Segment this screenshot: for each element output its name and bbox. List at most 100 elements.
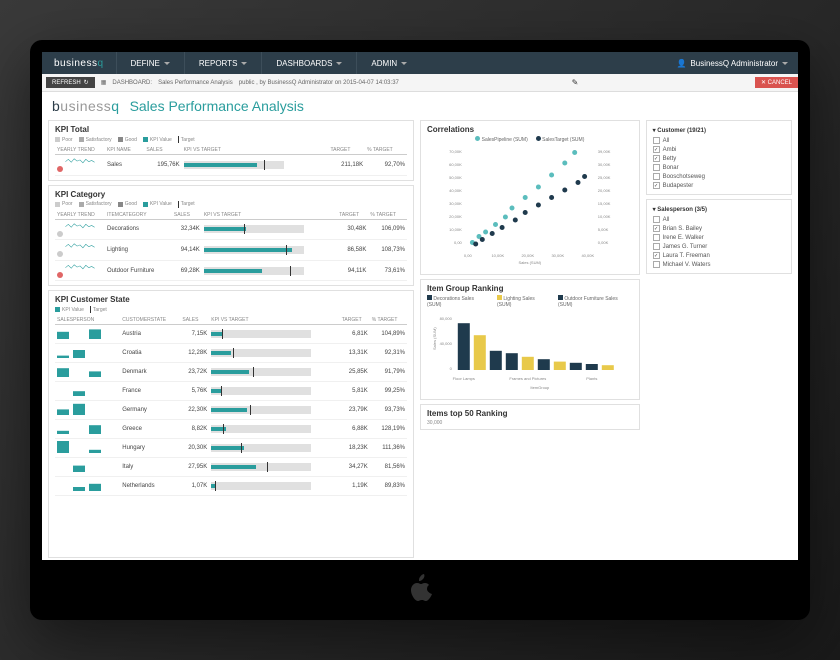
- apple-logo-icon: [408, 574, 432, 602]
- svg-text:30,00K: 30,00K: [449, 201, 462, 206]
- checkbox-icon[interactable]: [653, 261, 660, 268]
- bar-chart[interactable]: 80,00040,0000Sales (SUM)Floor LampsFrame…: [427, 310, 633, 390]
- nav-admin[interactable]: ADMIN: [356, 52, 421, 74]
- checkbox-icon[interactable]: [653, 182, 660, 189]
- filter-title[interactable]: ▾ Customer (19/21): [653, 127, 785, 134]
- top-navbar: businessq DEFINE REPORTS DASHBOARDS ADMI…: [42, 52, 798, 74]
- cancel-button[interactable]: ✕ CANCEL: [755, 77, 798, 88]
- svg-text:0,00K: 0,00K: [598, 240, 609, 245]
- chevron-down-icon: [241, 62, 247, 65]
- svg-text:60,00K: 60,00K: [449, 162, 462, 167]
- chevron-down-icon: [336, 62, 342, 65]
- breadcrumb-name: Sales Performance Analysis: [158, 80, 233, 86]
- nav-reports[interactable]: REPORTS: [184, 52, 262, 74]
- user-label: BusinessQ Administrator: [690, 59, 778, 68]
- table-row[interactable]: France5,76K5,81K99,25%: [55, 382, 407, 401]
- panel-filter-customer: ▾ Customer (19/21) AllAmbiBettyBonarBoos…: [646, 120, 792, 195]
- filter-item[interactable]: Michael V. Waters: [653, 260, 785, 269]
- breadcrumb-meta: public , by BusinessQ Administrator on 2…: [239, 80, 399, 86]
- panel-correlations: Correlations SalesPipeline (SUM) SalesTa…: [420, 120, 640, 275]
- svg-text:ItemGroup: ItemGroup: [530, 385, 550, 390]
- panel-title: KPI Category: [55, 190, 407, 199]
- table-row[interactable]: Austria7,15K6,81K104,89%: [55, 325, 407, 344]
- svg-text:80,000: 80,000: [440, 316, 453, 321]
- filter-item[interactable]: All: [653, 136, 785, 145]
- nav-dashboards[interactable]: DASHBOARDS: [261, 52, 356, 74]
- scatter-chart[interactable]: 70,00K 60,00K 50,00K 40,00K 30,00K 20,00K 10,0…: [427, 145, 633, 265]
- svg-text:15,00K: 15,00K: [598, 201, 611, 206]
- title-row: businessq Sales Performance Analysis: [42, 92, 798, 120]
- checkbox-icon[interactable]: [653, 243, 660, 250]
- legend: SalesPipeline (SUM) SalesTarget (SUM): [427, 136, 633, 143]
- filter-item[interactable]: Budapester: [653, 181, 785, 190]
- svg-text:25,00K: 25,00K: [598, 175, 611, 180]
- svg-text:30,00K: 30,00K: [551, 253, 564, 258]
- panel-title: Items top 50 Ranking: [427, 409, 633, 418]
- table-row[interactable]: Hungary20,30K18,23K111,36%: [55, 439, 407, 458]
- svg-text:0,00: 0,00: [454, 240, 463, 245]
- svg-text:Frames and Pictures: Frames and Pictures: [509, 376, 546, 381]
- svg-text:Sales (SUM): Sales (SUM): [518, 260, 541, 265]
- filter-item[interactable]: Booschotseweg: [653, 172, 785, 181]
- filter-item[interactable]: All: [653, 215, 785, 224]
- app-logo: businessq: [42, 58, 116, 69]
- filter-item[interactable]: Irene E. Walker: [653, 233, 785, 242]
- svg-text:5,00K: 5,00K: [598, 227, 609, 232]
- legend: Decorations Sales (SUM) Lighting Sales (…: [427, 295, 633, 308]
- svg-text:40,00K: 40,00K: [581, 253, 594, 258]
- kpi-category-table: YEARLY TRENDITEMCATEGORYSALESKPI VS TARG…: [55, 211, 407, 282]
- filter-item[interactable]: Betty: [653, 154, 785, 163]
- kpi-customer-table: SALESPERSONCUSTOMERSTATESALESKPI VS TARG…: [55, 316, 407, 496]
- checkbox-icon[interactable]: [653, 173, 660, 180]
- nav-define[interactable]: DEFINE: [116, 52, 184, 74]
- filter-item[interactable]: Ambi: [653, 145, 785, 154]
- panel-title: KPI Customer State: [55, 295, 407, 304]
- user-icon: 👤: [676, 59, 686, 68]
- table-row[interactable]: Croatia12,28K13,31K92,31%: [55, 344, 407, 363]
- svg-text:0,00: 0,00: [464, 253, 473, 258]
- breadcrumb-icon: ▦: [101, 79, 107, 86]
- checkbox-icon[interactable]: [653, 252, 660, 259]
- svg-text:40,00K: 40,00K: [449, 188, 462, 193]
- panel-items-top50: Items top 50 Ranking 30,000: [420, 404, 640, 430]
- filter-item[interactable]: James G. Turner: [653, 242, 785, 251]
- user-menu[interactable]: 👤 BusinessQ Administrator: [666, 59, 798, 68]
- table-row[interactable]: Lighting94,14K86,58K108,73%: [55, 240, 407, 261]
- svg-text:70,00K: 70,00K: [449, 149, 462, 154]
- filter-item[interactable]: Bonar: [653, 163, 785, 172]
- panel-kpi-category: KPI Category Poor Satisfactory Good KPI …: [48, 185, 414, 287]
- table-row[interactable]: Germany22,30K23,79K93,73%: [55, 401, 407, 420]
- toolbar: REFRESH↻ ▦ DASHBOARD: Sales Performance …: [42, 74, 798, 92]
- svg-text:10,00K: 10,00K: [491, 253, 504, 258]
- kpi-total-table: YEARLY TRENDKPI NAMESALESKPI VS TARGETTA…: [55, 146, 407, 176]
- table-row[interactable]: Denmark23,72K25,85K91,79%: [55, 363, 407, 382]
- breadcrumb-prefix: DASHBOARD:: [112, 80, 152, 86]
- edit-icon[interactable]: ✎: [572, 78, 579, 87]
- checkbox-icon[interactable]: [653, 146, 660, 153]
- checkbox-icon[interactable]: [653, 164, 660, 171]
- filter-item[interactable]: Laura T. Freeman: [653, 251, 785, 260]
- checkbox-icon[interactable]: [653, 155, 660, 162]
- table-row[interactable]: Netherlands1,07K1,19K89,83%: [55, 477, 407, 496]
- table-row[interactable]: Sales195,76K211,18K92,70%: [55, 155, 407, 176]
- checkbox-icon[interactable]: [653, 216, 660, 223]
- checkbox-icon[interactable]: [653, 225, 660, 232]
- table-row[interactable]: Italy27,95K34,27K81,56%: [55, 458, 407, 477]
- page-title: Sales Performance Analysis: [130, 98, 304, 114]
- svg-text:20,00K: 20,00K: [598, 188, 611, 193]
- filter-title[interactable]: ▾ Salesperson (3/5): [653, 206, 785, 213]
- checkbox-icon[interactable]: [653, 234, 660, 241]
- refresh-button[interactable]: REFRESH↻: [46, 77, 95, 88]
- svg-text:10,00K: 10,00K: [449, 227, 462, 232]
- svg-text:Plants: Plants: [586, 376, 597, 381]
- table-row[interactable]: Outdoor Furniture69,28K94,11K73,61%: [55, 260, 407, 281]
- filter-item[interactable]: Brian S. Bailey: [653, 224, 785, 233]
- svg-text:Sales (SUM): Sales (SUM): [432, 327, 437, 350]
- brand-logo: businessq: [52, 98, 120, 114]
- table-row[interactable]: Decorations32,34K30,48K106,09%: [55, 219, 407, 240]
- legend: Poor Satisfactory Good KPI Value Target: [55, 201, 407, 208]
- checkbox-icon[interactable]: [653, 137, 660, 144]
- svg-text:50,00K: 50,00K: [449, 175, 462, 180]
- svg-text:40,000: 40,000: [440, 341, 453, 346]
- table-row[interactable]: Greece8,82K6,88K128,19%: [55, 420, 407, 439]
